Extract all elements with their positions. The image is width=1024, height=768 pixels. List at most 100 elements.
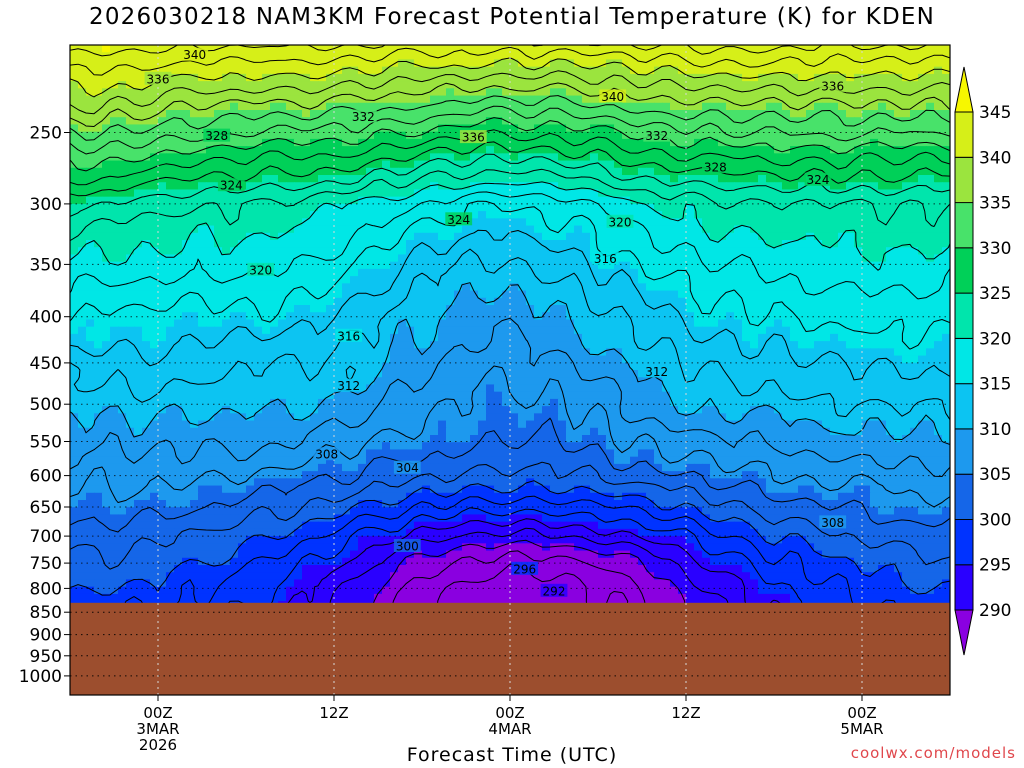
theta-cell [94,363,103,371]
theta-cell [806,283,815,291]
theta-cell [534,117,543,125]
theta-cell [182,319,191,327]
theta-cell [358,262,367,270]
theta-cell [150,319,159,327]
theta-cell [670,283,679,291]
theta-cell [798,226,807,234]
theta-cell [446,233,455,241]
theta-cell [798,247,807,255]
theta-cell [494,305,503,313]
theta-cell [166,226,175,234]
theta-cell [854,197,863,205]
theta-cell [510,175,519,183]
theta-cell [598,153,607,161]
theta-cell [814,189,823,197]
theta-cell [902,81,911,89]
theta-cell [862,305,871,313]
theta-cell [430,45,439,53]
theta-cell [134,59,143,67]
theta-cell [334,298,343,306]
theta-cell [678,348,687,356]
theta-cell [254,370,263,378]
theta-cell [614,341,623,349]
theta-cell [342,110,351,118]
theta-cell [598,276,607,284]
theta-cell [814,269,823,277]
theta-cell [758,247,767,255]
theta-cell [686,341,695,349]
theta-cell [262,312,271,320]
theta-cell [118,161,127,169]
theta-cell [214,334,223,342]
theta-cell [238,81,247,89]
theta-cell [70,319,79,327]
theta-cell [270,247,279,255]
theta-cell [478,247,487,255]
theta-cell [654,74,663,82]
theta-cell [494,74,503,82]
theta-cell [414,283,423,291]
theta-cell [398,81,407,89]
theta-cell [222,103,231,111]
theta-cell [142,197,151,205]
theta-cell [358,312,367,320]
theta-cell [510,363,519,371]
theta-cell [414,226,423,234]
theta-cell [750,110,759,118]
theta-cell [366,96,375,104]
theta-cell [334,218,343,226]
theta-cell [830,211,839,219]
theta-cell [262,161,271,169]
theta-cell [678,218,687,226]
theta-cell [590,211,599,219]
theta-cell [366,45,375,53]
theta-cell [462,182,471,190]
theta-cell [718,52,727,60]
theta-cell [622,233,631,241]
theta-cell [78,276,87,284]
theta-cell [382,298,391,306]
theta-cell [702,45,711,53]
theta-cell [926,240,935,248]
theta-cell [398,218,407,226]
theta-cell [510,276,519,284]
theta-cell [294,96,303,104]
theta-cell [206,240,215,248]
theta-cell [350,276,359,284]
theta-cell [382,67,391,75]
theta-cell [846,348,855,356]
theta-cell [462,81,471,89]
theta-cell [870,74,879,82]
theta-cell [470,45,479,53]
theta-cell [934,291,943,299]
theta-cell [558,81,567,89]
theta-cell [646,197,655,205]
theta-cell [614,283,623,291]
theta-cell [478,175,487,183]
theta-cell [278,139,287,147]
theta-cell [814,67,823,75]
theta-cell [550,110,559,118]
theta-cell [894,262,903,270]
theta-cell [758,67,767,75]
theta-cell [86,312,95,320]
theta-cell [166,182,175,190]
theta-cell [878,67,887,75]
theta-cell [646,327,655,335]
theta-cell [630,247,639,255]
theta-cell [758,319,767,327]
theta-cell [526,88,535,96]
theta-cell [310,240,319,248]
theta-cell [278,319,287,327]
theta-cell [334,96,343,104]
theta-cell [566,226,575,234]
theta-cell [430,254,439,262]
theta-cell [246,327,255,335]
theta-cell [470,240,479,248]
theta-cell [654,291,663,299]
theta-cell [150,197,159,205]
theta-cell [766,363,775,371]
theta-cell [902,334,911,342]
theta-cell [166,312,175,320]
theta-cell [486,218,495,226]
